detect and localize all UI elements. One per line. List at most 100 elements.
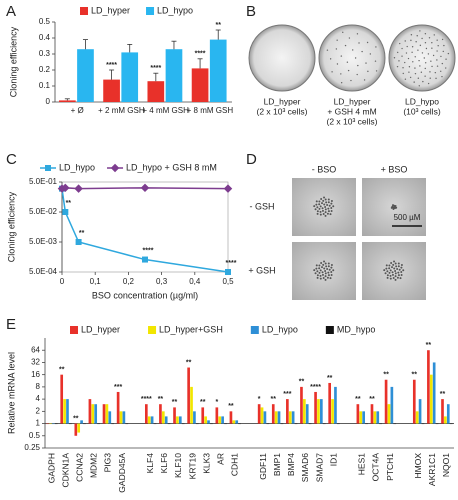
bar bbox=[187, 367, 190, 424]
cell bbox=[330, 263, 333, 266]
y-tick-label: 0 bbox=[46, 97, 51, 106]
cell bbox=[319, 277, 322, 280]
cell bbox=[324, 275, 327, 278]
colony bbox=[431, 42, 433, 44]
cell bbox=[386, 276, 389, 279]
colony bbox=[409, 76, 412, 79]
bar bbox=[322, 423, 326, 425]
colony bbox=[430, 60, 432, 62]
cell bbox=[315, 203, 318, 206]
x-tick-label: PTCH1 bbox=[385, 453, 395, 481]
y-tick-label: 0.25 bbox=[24, 443, 40, 452]
colony bbox=[347, 69, 350, 72]
bar bbox=[215, 407, 219, 424]
legend-label: LD_hypo bbox=[59, 162, 95, 172]
colony bbox=[375, 70, 378, 72]
bar bbox=[328, 382, 331, 424]
bar bbox=[60, 374, 64, 424]
colony bbox=[410, 39, 412, 42]
cell bbox=[394, 205, 397, 208]
cell bbox=[327, 210, 330, 213]
y-tick-label: 0.1 bbox=[39, 81, 51, 90]
bar bbox=[204, 416, 207, 424]
bar bbox=[181, 423, 185, 425]
bar bbox=[260, 407, 264, 424]
cell bbox=[386, 274, 389, 277]
significance: * bbox=[258, 396, 261, 403]
colony bbox=[404, 78, 407, 80]
cell bbox=[318, 264, 321, 267]
cell bbox=[319, 210, 322, 213]
significance: ** bbox=[271, 396, 277, 403]
colony bbox=[346, 61, 349, 63]
x-tick-label: SMAD7 bbox=[314, 453, 324, 483]
legend-swatch bbox=[325, 326, 334, 334]
x-tick-label: + 2 mM GSH bbox=[98, 106, 145, 115]
colony bbox=[441, 38, 444, 41]
cell bbox=[324, 198, 327, 201]
legend-swatch bbox=[80, 7, 88, 15]
cell bbox=[324, 211, 327, 214]
cell bbox=[330, 266, 333, 269]
cell bbox=[330, 202, 333, 205]
bar bbox=[415, 411, 419, 424]
bar bbox=[103, 79, 120, 102]
bar bbox=[121, 52, 139, 102]
cell bbox=[398, 268, 401, 271]
bar bbox=[379, 423, 382, 425]
colony bbox=[331, 71, 333, 73]
bar bbox=[46, 423, 49, 425]
bar bbox=[119, 411, 123, 424]
colony bbox=[414, 67, 416, 69]
colony bbox=[340, 82, 343, 84]
cell bbox=[396, 276, 399, 279]
x-tick-label: KLF6 bbox=[159, 453, 169, 474]
bar bbox=[421, 423, 425, 425]
colony bbox=[432, 54, 435, 57]
x-tick-label: BMP4 bbox=[286, 453, 296, 476]
cell bbox=[318, 267, 321, 270]
bar bbox=[334, 386, 337, 424]
cell bbox=[321, 266, 324, 269]
cell bbox=[385, 267, 388, 270]
colony bbox=[418, 85, 420, 87]
colony bbox=[350, 79, 352, 82]
significance: *** bbox=[283, 391, 291, 398]
colony bbox=[421, 52, 424, 54]
cell bbox=[394, 272, 397, 275]
bar bbox=[359, 411, 363, 424]
bar bbox=[317, 399, 320, 424]
colony bbox=[445, 67, 447, 69]
cell bbox=[330, 273, 333, 276]
cell bbox=[394, 275, 397, 278]
x-tick-label: MDM2 bbox=[89, 453, 99, 478]
bar bbox=[337, 423, 340, 425]
dish-image bbox=[248, 24, 316, 92]
cell bbox=[393, 260, 396, 263]
y-tick-label: 2 bbox=[36, 406, 41, 415]
x-tick-label: 0,4 bbox=[189, 277, 201, 286]
bar bbox=[167, 423, 171, 425]
cell bbox=[327, 265, 330, 268]
bar bbox=[193, 411, 196, 424]
legend-label: LD_hypo bbox=[262, 324, 298, 334]
colony bbox=[402, 72, 404, 75]
cell bbox=[392, 263, 395, 266]
cell bbox=[332, 205, 335, 208]
bar bbox=[229, 411, 233, 424]
colony bbox=[399, 42, 401, 45]
colony bbox=[408, 71, 410, 73]
panel-label: E bbox=[6, 316, 16, 333]
cell bbox=[322, 276, 325, 279]
x-tick-label: HES1 bbox=[357, 453, 367, 475]
x-tick-label: GADD45A bbox=[117, 453, 127, 493]
colony bbox=[424, 42, 427, 44]
colony bbox=[435, 77, 437, 80]
legend-marker bbox=[110, 163, 120, 173]
cell bbox=[325, 201, 328, 204]
cell bbox=[395, 265, 398, 268]
significance: ** bbox=[200, 399, 206, 406]
image-caption: LD_hyper bbox=[264, 96, 301, 106]
colony bbox=[424, 62, 427, 64]
significance: **** bbox=[310, 384, 321, 391]
